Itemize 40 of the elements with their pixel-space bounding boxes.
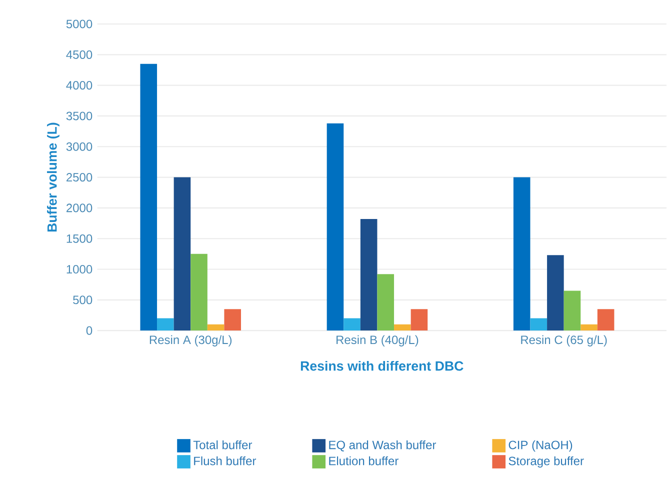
bar	[140, 64, 158, 331]
bar	[547, 255, 564, 331]
bar	[394, 324, 411, 331]
y-tick-label: 5000	[66, 20, 92, 28]
bar	[597, 309, 614, 331]
bar	[530, 318, 548, 331]
legend-label: CIP (NaOH)	[508, 440, 572, 452]
bar	[513, 178, 530, 331]
legend-label: Flush buffer	[194, 456, 256, 466]
y-tick-label: 4500	[66, 50, 92, 60]
legend-label: Total buffer	[193, 440, 252, 450]
bar	[326, 124, 344, 331]
bar	[174, 178, 191, 331]
bar	[410, 309, 428, 331]
bar	[157, 318, 174, 331]
bar	[224, 309, 241, 331]
legend-label: EQ and Wash buffer	[329, 440, 436, 452]
legend-label: Storage buffer	[508, 456, 584, 468]
legend-label: Elution buffer	[329, 456, 398, 466]
bar	[207, 324, 224, 331]
bar	[377, 274, 394, 331]
y-tick-label: 3000	[66, 142, 92, 152]
x-tick-label: Resin B (40g/L)	[336, 336, 418, 347]
x-axis-title: Resins with different DBC	[300, 361, 464, 371]
x-tick-label: Resin C (65 g/L)	[521, 336, 607, 347]
y-tick-label: 1500	[66, 234, 92, 244]
y-tick-label: 4000	[66, 81, 92, 90]
bar	[580, 324, 598, 331]
x-tick-label: Resin A (30g/L)	[150, 336, 232, 347]
y-tick-label: 3500	[66, 112, 92, 120]
bar	[344, 318, 360, 331]
y-tick-label: 0	[86, 326, 92, 336]
y-tick-label: 2000	[66, 204, 92, 212]
y-tick-label: 2500	[66, 173, 92, 182]
bar	[564, 290, 581, 331]
bar	[360, 219, 378, 331]
y-tick-label: 500	[73, 296, 92, 304]
y-axis-title: Buffer volume (L)	[47, 123, 60, 232]
bar	[190, 254, 208, 331]
y-tick-label: 1000	[66, 265, 92, 274]
